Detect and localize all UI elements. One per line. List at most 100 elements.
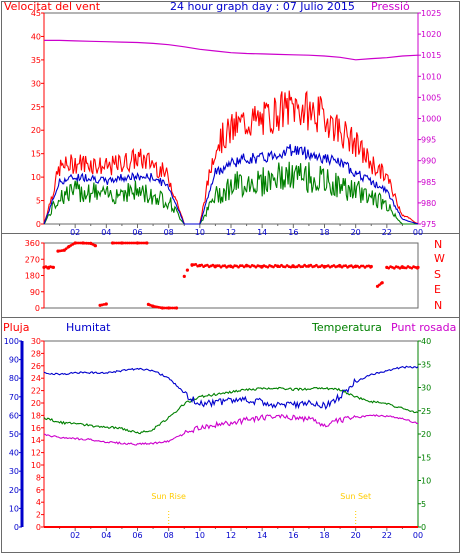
direction-point <box>392 266 396 270</box>
direction-tick-label: 180 <box>25 272 40 281</box>
sunrise-label: Sun Rise <box>151 492 186 501</box>
rain-tick-label: 30 <box>31 337 41 346</box>
rain-tick-label: 4 <box>36 498 41 507</box>
wind-speed-tick-label: 15 <box>31 150 41 159</box>
wind-xtick-label: 12 <box>226 228 236 237</box>
dir-label-e: E <box>434 283 441 296</box>
direction-point <box>104 302 108 306</box>
thp-xtick-label: 12 <box>226 531 236 540</box>
humidity-tick-label: 90 <box>9 356 19 365</box>
pressure-tick-label: 1015 <box>421 51 441 60</box>
dewpoint-axis-title: Punt rosada <box>391 321 457 334</box>
direction-point <box>289 265 293 269</box>
pressure-axis-title: Pressió <box>371 0 410 13</box>
temperature-tick-label: 5 <box>421 500 426 509</box>
wind-xtick-label: 20 <box>351 228 361 237</box>
wind-speed-tick-label: 40 <box>31 32 41 41</box>
separator-2 <box>1 317 460 318</box>
wind-xtick-label: 00 <box>413 228 423 237</box>
pressure-tick-label: 980 <box>421 199 436 208</box>
rain-tick-label: 20 <box>31 399 41 408</box>
humidity-tick-label: 10 <box>9 504 19 513</box>
rain-tick-label: 26 <box>31 362 41 371</box>
wind-xtick-label: 08 <box>164 228 174 237</box>
direction-tick-label: 270 <box>25 255 40 264</box>
temperature-tick-label: 15 <box>421 453 431 462</box>
direction-point <box>416 266 419 270</box>
wind-speed-tick-label: 30 <box>31 79 41 88</box>
rain-tick-label: 6 <box>36 486 41 495</box>
wind-speed-tick-label: 0 <box>36 220 41 229</box>
temperature-tick-label: 35 <box>421 360 431 369</box>
wind-speed-axis-title: Velocitat del vent <box>4 0 101 13</box>
thp-xtick-label: 00 <box>413 531 423 540</box>
thp-xtick-label: 20 <box>351 531 361 540</box>
pressure-tick-label: 985 <box>421 178 436 187</box>
thp-xtick-label: 16 <box>288 531 298 540</box>
humidity-tick-label: 30 <box>9 467 19 476</box>
rain-tick-label: 0 <box>36 523 41 532</box>
direction-plot-area <box>43 242 419 309</box>
direction-tick-label: 90 <box>30 288 40 297</box>
rain-axis-title: Pluja <box>3 321 30 334</box>
direction-point <box>143 241 147 245</box>
thp-xtick-label: 10 <box>195 531 205 540</box>
pressure-tick-label: 1025 <box>421 9 441 18</box>
temperature-tick-label: 10 <box>421 477 431 486</box>
temperature-tick-label: 40 <box>421 337 431 346</box>
thp-xtick-label: 02 <box>70 531 80 540</box>
rain-tick-label: 24 <box>31 374 41 383</box>
direction-point <box>248 265 252 269</box>
wind-xtick-label: 14 <box>257 228 267 237</box>
pressure-tick-label: 1020 <box>421 30 441 39</box>
temperature-tick-label: 25 <box>421 407 431 416</box>
thp-xtick-label: 18 <box>319 531 329 540</box>
direction-point <box>211 263 215 267</box>
humidity-tick-label: 50 <box>9 430 19 439</box>
humidity-tick-label: 100 <box>4 337 19 346</box>
pressure-series-line <box>44 39 419 61</box>
pressure-tick-label: 1005 <box>421 93 441 102</box>
dewpoint-series-line <box>43 413 418 446</box>
wind-speed-tick-label: 10 <box>31 173 41 182</box>
temperature-axis-title: Temperatura <box>312 321 382 334</box>
wind-speed-tick-label: 35 <box>31 56 41 65</box>
direction-tick-label: 0 <box>35 304 40 313</box>
direction-point <box>200 263 204 267</box>
direction-point <box>338 264 342 267</box>
humidity-tick-label: 80 <box>9 374 19 383</box>
wind-xtick-label: 02 <box>70 228 80 237</box>
direction-point <box>185 268 189 272</box>
direction-point <box>174 306 178 310</box>
pressure-tick-label: 1000 <box>421 115 441 124</box>
direction-point <box>194 263 198 266</box>
wind-xtick-label: 06 <box>132 228 142 237</box>
direction-point <box>205 263 209 267</box>
rain-tick-label: 18 <box>31 411 41 420</box>
rain-tick-label: 2 <box>36 511 41 520</box>
direction-point <box>369 265 372 269</box>
wind-xtick-label: 22 <box>382 228 392 237</box>
direction-point <box>231 265 235 269</box>
humidity-tick-label: 20 <box>9 486 19 495</box>
pressure-tick-label: 1010 <box>421 72 441 81</box>
rain-tick-label: 10 <box>31 461 41 470</box>
wind-xtick-label: 04 <box>101 228 111 237</box>
pressure-tick-label: 990 <box>421 157 436 166</box>
rain-tick-label: 8 <box>36 473 41 482</box>
humidity-tick-label: 0 <box>14 523 19 532</box>
rain-tick-label: 16 <box>31 424 41 433</box>
rain-tick-label: 14 <box>31 436 41 445</box>
thp-xtick-label: 04 <box>101 531 111 540</box>
direction-point <box>51 265 54 269</box>
thp-xtick-label: 22 <box>382 531 392 540</box>
direction-point <box>93 243 96 247</box>
direction-point <box>349 264 353 268</box>
direction-point <box>379 282 383 285</box>
direction-point <box>272 265 275 269</box>
gust-series-line <box>43 90 419 225</box>
humidity-tick-label: 60 <box>9 411 19 420</box>
wind-speed-tick-label: 5 <box>36 197 41 206</box>
thp-xtick-label: 08 <box>164 531 174 540</box>
wind-speed-tick-label: 20 <box>31 126 41 135</box>
